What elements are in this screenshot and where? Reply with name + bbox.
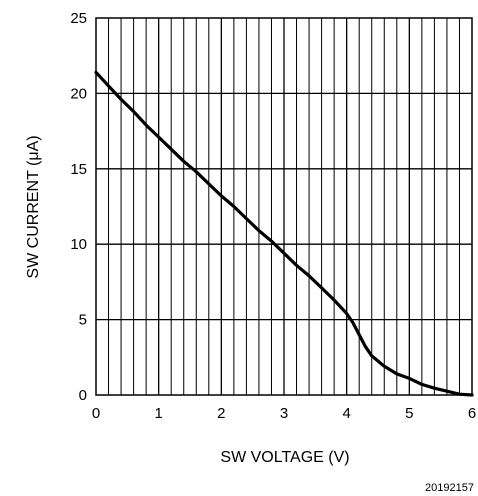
y-tick-label: 10 (70, 236, 87, 253)
y-tick-label: 20 (70, 85, 87, 102)
x-tick-label: 4 (342, 405, 350, 422)
x-tick-label: 3 (280, 405, 288, 422)
y-tick-label: 25 (70, 10, 87, 27)
y-axis-label: SW CURRENT (μA) (25, 135, 42, 278)
x-tick-label: 5 (405, 405, 413, 422)
x-tick-label: 0 (92, 405, 100, 422)
x-tick-labels: 0 1 2 3 4 5 6 (92, 405, 476, 422)
y-tick-label: 0 (79, 387, 87, 404)
x-axis-label: SW VOLTAGE (V) (220, 449, 349, 466)
x-tick-label: 2 (217, 405, 225, 422)
figure-id: 20192157 (425, 482, 474, 494)
plot-grid (96, 18, 472, 395)
y-tick-label: 15 (70, 161, 87, 178)
x-tick-label: 6 (468, 405, 476, 422)
x-tick-label: 1 (154, 405, 162, 422)
y-tick-labels: 0 5 10 15 20 25 (70, 10, 87, 404)
data-series-line (94, 70, 474, 397)
y-tick-label: 5 (79, 312, 87, 329)
plot-frame (95, 17, 473, 396)
